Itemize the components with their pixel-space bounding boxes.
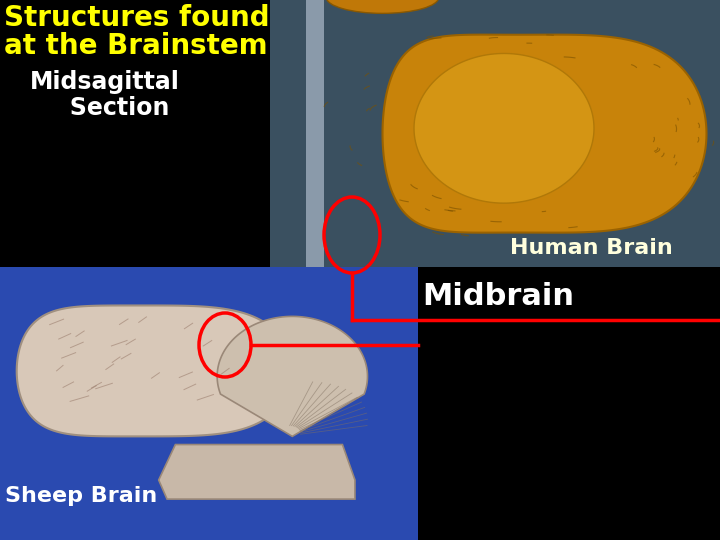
FancyBboxPatch shape xyxy=(270,0,720,267)
Polygon shape xyxy=(414,53,594,203)
FancyBboxPatch shape xyxy=(306,0,324,267)
Polygon shape xyxy=(217,316,367,436)
Text: at the Brainstem: at the Brainstem xyxy=(4,32,268,60)
Text: Structures found: Structures found xyxy=(4,4,269,32)
Text: Midbrain: Midbrain xyxy=(422,282,574,311)
Text: Sheep Brain: Sheep Brain xyxy=(5,486,157,506)
Polygon shape xyxy=(158,444,355,499)
Polygon shape xyxy=(382,35,706,233)
Polygon shape xyxy=(17,306,292,436)
Ellipse shape xyxy=(326,0,438,14)
Text: Section: Section xyxy=(45,96,169,120)
Text: Human Brain: Human Brain xyxy=(510,238,672,258)
Text: Midsagittal: Midsagittal xyxy=(30,70,180,94)
FancyBboxPatch shape xyxy=(0,267,418,540)
